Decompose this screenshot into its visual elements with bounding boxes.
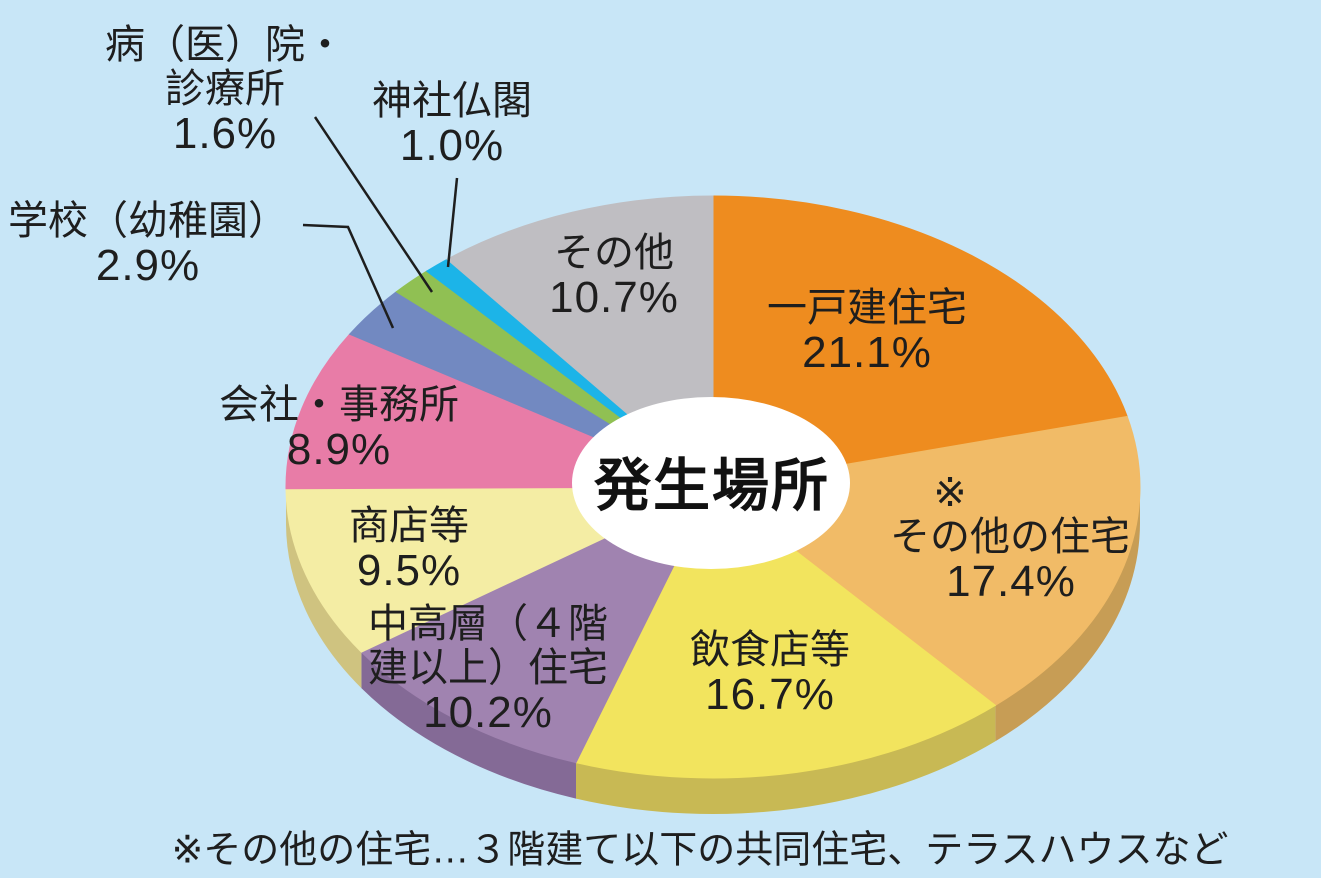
pie-slice-side-3	[361, 652, 576, 799]
pie-slice-side-1	[995, 487, 1140, 742]
chart-center-title: 発生場所	[594, 454, 830, 518]
pie-slice-3	[360, 485, 715, 764]
leader-line-hospital	[313, 116, 434, 293]
chart-footnote: ※その他の住宅…３階建て以下の共同住宅、テラスハウスなど	[171, 829, 1229, 872]
pie-slice-side-2	[576, 705, 996, 814]
pie-slice-0	[712, 195, 1128, 488]
leader-line-school	[302, 223, 395, 329]
center-label-ellipse	[572, 397, 850, 569]
leader-line-shrine	[446, 177, 459, 268]
pie-slice-side-4	[286, 488, 362, 689]
